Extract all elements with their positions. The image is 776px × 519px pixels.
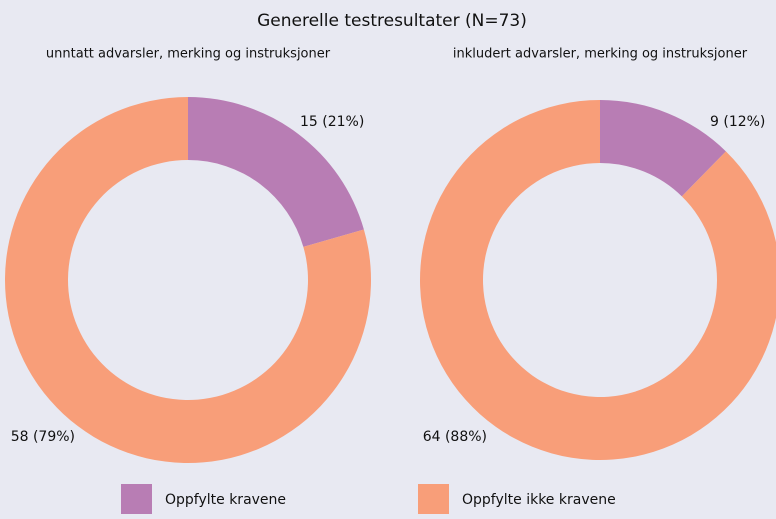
data-label: 64 (88%) (423, 429, 487, 445)
data-label: 15 (21%) (300, 114, 364, 130)
chart-subtitle: inkludert advarsler, merking og instruks… (453, 47, 748, 62)
legend-label: Oppfylte kravene (165, 492, 286, 508)
legend-label: Oppfylte ikke kravene (462, 492, 616, 508)
legend-swatch (121, 484, 152, 514)
donut-slice (4, 97, 372, 463)
data-label: 9 (12%) (710, 114, 765, 130)
legend-swatch (418, 484, 449, 514)
donut-slice (420, 100, 776, 460)
donut-slice (600, 100, 726, 197)
chart-title: Generelle testresultater (N=73) (257, 11, 527, 31)
chart-subtitle: unntatt advarsler, merking og instruksjo… (46, 47, 331, 62)
donut-slice (188, 97, 364, 247)
data-label: 58 (79%) (11, 429, 75, 445)
